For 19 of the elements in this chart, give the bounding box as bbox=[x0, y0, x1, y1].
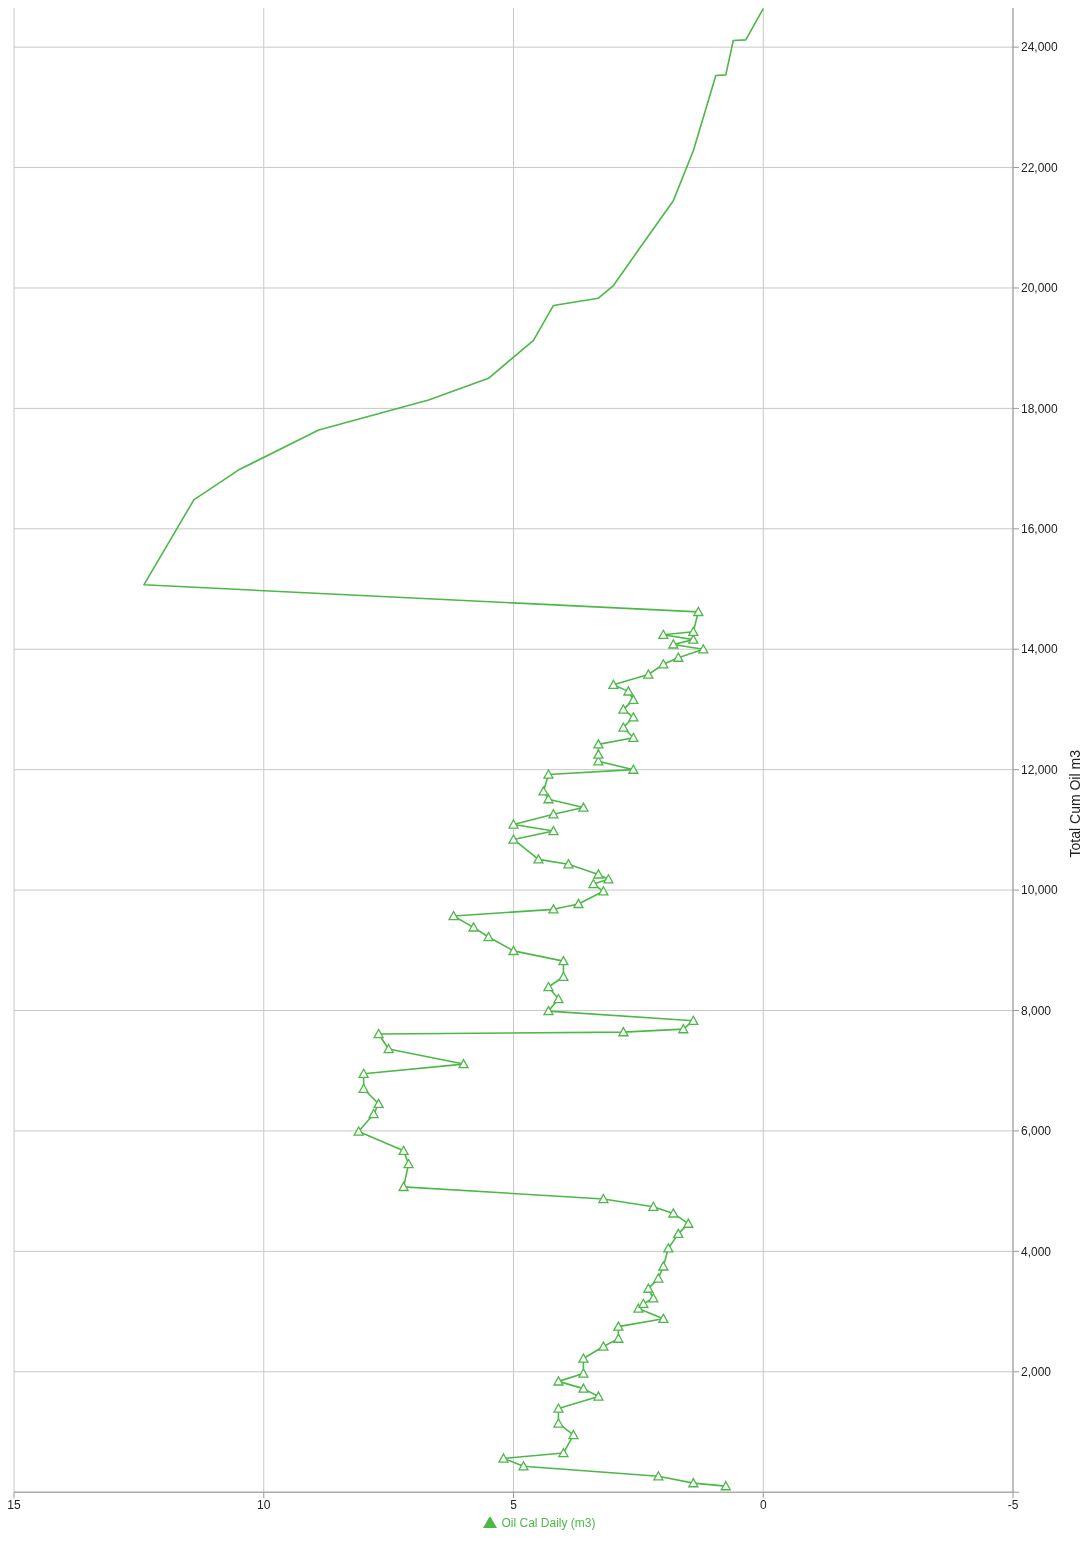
y-tick-label: 10,000 bbox=[1021, 883, 1059, 898]
legend-label: Oil Cal Daily (m3) bbox=[501, 1516, 596, 1531]
x-tick-label: 15 bbox=[7, 1497, 21, 1512]
y-tick-label: 14,000 bbox=[1021, 642, 1059, 657]
x-tick-label: 0 bbox=[759, 1497, 767, 1512]
x-tick-label: -5 bbox=[1007, 1497, 1019, 1512]
y-tick-label: 18,000 bbox=[1021, 401, 1059, 416]
y-tick-label: 6,000 bbox=[1021, 1124, 1052, 1139]
y-axis-title: Total Cum Oil m3 bbox=[1066, 749, 1083, 858]
y-tick-label: 12,000 bbox=[1021, 762, 1059, 777]
y-tick-label: 22,000 bbox=[1021, 160, 1059, 175]
y-tick-label: 16,000 bbox=[1021, 522, 1059, 537]
y-tick-label: 2,000 bbox=[1021, 1365, 1052, 1380]
y-tick-label: 8,000 bbox=[1021, 1003, 1052, 1018]
x-tick-label: 10 bbox=[257, 1497, 271, 1512]
x-tick-label: 5 bbox=[510, 1497, 518, 1512]
y-tick-label: 4,000 bbox=[1021, 1244, 1052, 1259]
y-tick-label: 24,000 bbox=[1021, 40, 1059, 55]
y-tick-label: 20,000 bbox=[1021, 281, 1059, 296]
